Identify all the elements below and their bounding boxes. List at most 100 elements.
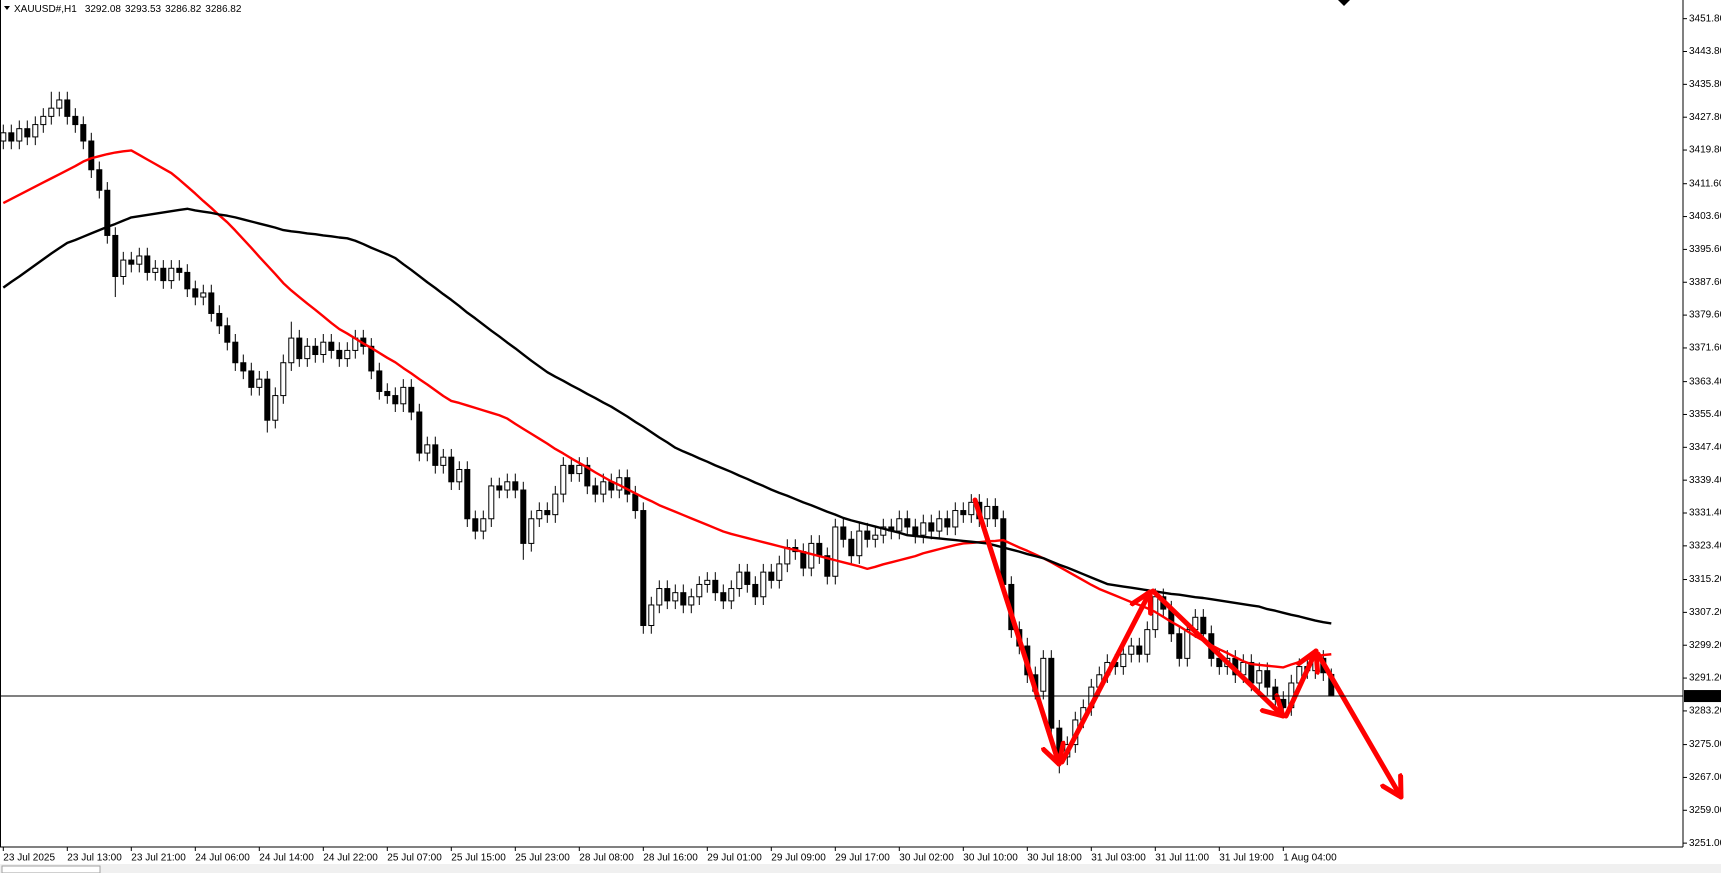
candle-body xyxy=(1176,633,1183,659)
candle-body xyxy=(544,510,551,516)
candle-body xyxy=(400,386,407,405)
candle-body xyxy=(224,325,231,343)
arrow xyxy=(1059,589,1150,765)
candle-body xyxy=(264,378,271,421)
candle-body xyxy=(528,518,535,544)
x-tick-label: 31 Jul 19:00 xyxy=(1219,853,1274,864)
candle-body xyxy=(744,571,751,585)
candle-body xyxy=(496,485,503,491)
moving-average xyxy=(2,207,1332,625)
symbol: XAUUSD#,H1 xyxy=(14,4,77,15)
shift-marker[interactable] xyxy=(1338,0,1350,6)
y-tick-label: 3387.60 xyxy=(1689,277,1721,288)
y-tick-label: 3355.40 xyxy=(1689,409,1721,420)
candle-body xyxy=(232,341,239,364)
y-tick-label: 3443.80 xyxy=(1689,46,1721,57)
chart-tab[interactable] xyxy=(1,865,101,873)
candle-body xyxy=(672,592,679,602)
y-tick-label: 3427.80 xyxy=(1689,112,1721,123)
candle-body xyxy=(256,378,263,388)
candle-body xyxy=(112,234,119,278)
candle-body xyxy=(456,468,463,483)
candle-body xyxy=(752,583,759,598)
candle-body xyxy=(552,493,559,516)
x-tick-label: 25 Jul 23:00 xyxy=(515,853,570,864)
candle-body xyxy=(520,489,527,544)
candle-body xyxy=(320,341,327,356)
y-tick-label: 3435.80 xyxy=(1689,79,1721,90)
candle-body xyxy=(488,485,495,520)
candle-body xyxy=(64,99,71,117)
candle-body xyxy=(928,522,935,532)
candle-body xyxy=(568,464,575,475)
x-tick-label: 24 Jul 22:00 xyxy=(323,853,378,864)
candle-body xyxy=(288,337,295,364)
candle-body xyxy=(1280,698,1287,709)
arrow xyxy=(1150,588,1286,719)
candle-body xyxy=(136,255,143,265)
candle-body xyxy=(416,411,423,454)
high-value: 3293.53 xyxy=(125,4,162,15)
header: XAUUSD#,H1 3292.08 3293.53 3286.82 3286.82 xyxy=(14,4,242,15)
candle-body xyxy=(1136,645,1143,655)
menu-triangle[interactable] xyxy=(4,6,10,10)
candle-body xyxy=(1184,629,1191,659)
candle-body xyxy=(80,124,87,142)
current-price-label: 3286.82 xyxy=(1687,691,1721,702)
y-tick-label: 3283.20 xyxy=(1689,706,1721,717)
candle-body xyxy=(728,588,735,602)
candle-body xyxy=(24,128,31,138)
candle-body xyxy=(240,362,247,372)
candle-body xyxy=(424,444,431,454)
candle-body xyxy=(960,510,967,516)
candle-body xyxy=(296,337,303,360)
candle-body xyxy=(448,456,455,483)
candle-body xyxy=(904,518,911,528)
candle-body xyxy=(720,592,727,602)
x-tick-label: 30 Jul 02:00 xyxy=(899,853,954,864)
x-tick-label: 25 Jul 15:00 xyxy=(451,853,506,864)
candle-body xyxy=(912,526,919,536)
y-tick-label: 3411.60 xyxy=(1689,178,1721,189)
candle-body xyxy=(656,588,663,606)
candle-body xyxy=(128,259,135,265)
candle-body xyxy=(312,345,319,356)
candle-body xyxy=(968,501,975,516)
candle-body xyxy=(216,312,223,327)
candle-body xyxy=(48,107,55,117)
drawn-arrows xyxy=(972,497,1404,800)
candle-body xyxy=(0,132,7,142)
candle-body xyxy=(872,534,879,540)
x-tick-label: 24 Jul 06:00 xyxy=(195,853,250,864)
candle-body xyxy=(896,518,903,532)
candle-body xyxy=(40,115,47,126)
candle-body xyxy=(432,444,439,466)
candle-body xyxy=(1216,657,1223,668)
candle-body xyxy=(192,288,199,298)
candle-body xyxy=(688,596,695,606)
candle-body xyxy=(176,267,183,273)
candle-body xyxy=(1120,653,1127,668)
arrow xyxy=(1283,648,1316,719)
x-tick-label: 25 Jul 07:00 xyxy=(387,853,442,864)
x-tick-label: 31 Jul 11:00 xyxy=(1155,853,1209,864)
candle-body xyxy=(560,464,567,495)
y-tick-label: 3347.40 xyxy=(1689,442,1721,453)
candle-body xyxy=(600,481,607,495)
candle-body xyxy=(8,132,15,142)
candle-body xyxy=(144,255,151,273)
candle-body xyxy=(712,579,719,594)
y-tick-label: 3403.60 xyxy=(1689,211,1721,222)
arrow xyxy=(1315,651,1404,800)
candle-body xyxy=(840,526,847,540)
candle-body xyxy=(96,169,103,191)
y-tick-label: 3315.20 xyxy=(1689,574,1721,585)
candle-body xyxy=(664,588,671,602)
candle-body xyxy=(824,555,831,577)
candle-body xyxy=(152,267,159,273)
candle-body xyxy=(392,395,399,405)
y-tick-label: 3371.60 xyxy=(1689,343,1721,354)
candle-body xyxy=(1040,657,1047,692)
y-tick-label: 3299.20 xyxy=(1689,640,1721,651)
